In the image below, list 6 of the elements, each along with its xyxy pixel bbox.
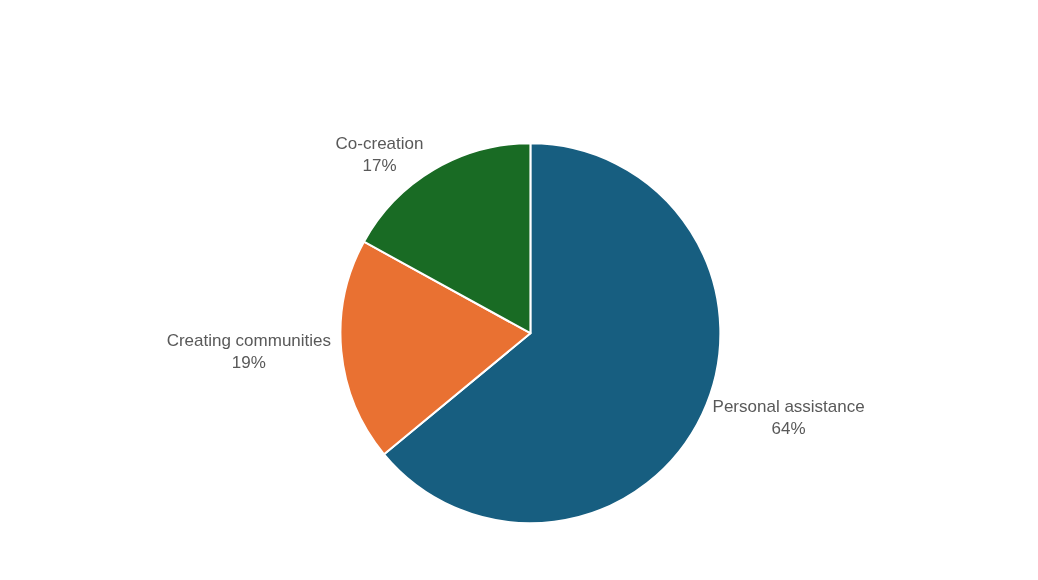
slice-label: Personal assistance [712, 397, 865, 417]
data-label: 64% [771, 419, 806, 439]
slice-label: Co-creation [335, 133, 424, 153]
data-label: 17% [362, 156, 397, 176]
data-label: 19% [231, 352, 266, 372]
slice-label: Creating communities [166, 330, 332, 350]
